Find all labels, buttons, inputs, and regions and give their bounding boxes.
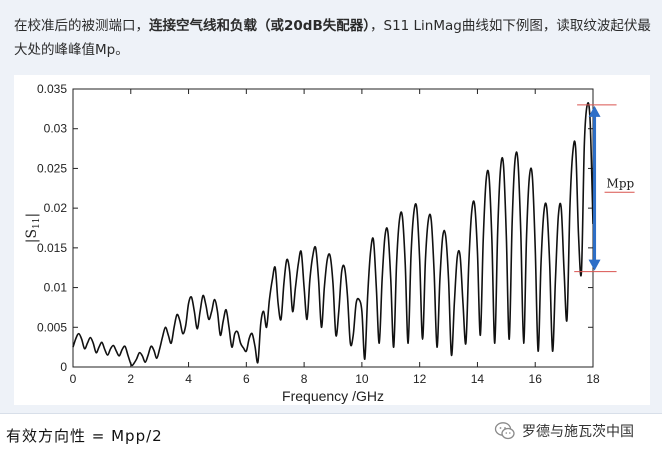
x-tick-label: 18 [586, 372, 600, 386]
x-tick-label: 8 [301, 372, 308, 386]
watermark: 罗德与施瓦茨中国 [494, 420, 634, 442]
watermark-text: 罗德与施瓦茨中国 [522, 424, 634, 440]
y-axis-ticks: 0 0.005 0.01 0.015 0.02 0.025 0.03 0.035 [37, 82, 593, 374]
panel-divider [0, 413, 662, 414]
y-tick-label: 0.015 [37, 241, 67, 255]
s11-curve [72, 102, 594, 367]
intro-text-2: ，S11 LinMag曲线如下例图，读取纹波起伏最大处的峰峰值Mp。 [14, 18, 651, 58]
y-tick-label: 0.01 [44, 281, 68, 295]
x-tick-label: 0 [70, 372, 77, 386]
mpp-label: Mpp [607, 176, 635, 190]
chart-container: 0 0.005 0.01 0.015 0.02 0.025 0.03 0.035 0 2 4 6 8 1… [14, 75, 650, 405]
x-tick-label: 2 [127, 372, 134, 386]
mpp-arrow-head-down [588, 259, 601, 271]
directivity-formula: 有效方向性 = Mpp/2 [6, 427, 163, 445]
x-axis-label: Frequency /GHz [282, 388, 384, 404]
x-tick-label: 10 [355, 372, 369, 386]
intro-text-bold: 连接空气线和负载（或20dB失配器） [149, 18, 370, 34]
s11-linmag-chart: 0 0.005 0.01 0.015 0.02 0.025 0.03 0.035 0 2 4 6 8 1… [24, 82, 635, 404]
x-tick-label: 12 [413, 372, 427, 386]
x-tick-label: 14 [471, 372, 485, 386]
y-tick-label: 0 [60, 360, 67, 374]
y-tick-label: 0.005 [37, 320, 67, 334]
wechat-icon [494, 422, 515, 440]
intro-text-1: 在校准后的被测端口， [14, 18, 149, 34]
mpp-arrow-head-up [588, 105, 601, 117]
x-tick-label: 4 [185, 372, 192, 386]
y-tick-label: 0.035 [37, 82, 67, 96]
mpp-annotation: Mpp [574, 104, 635, 273]
y-tick-label: 0.02 [44, 201, 68, 215]
y-tick-label: 0.03 [44, 122, 68, 136]
y-axis-label: |S11| [24, 213, 42, 243]
plot-area [72, 88, 594, 368]
x-axis-ticks: 0 2 4 6 8 10 12 14 16 18 [70, 89, 600, 386]
x-tick-label: 16 [529, 372, 543, 386]
x-tick-label: 6 [243, 372, 250, 386]
intro-paragraph: 在校准后的被测端口，连接空气线和负载（或20dB失配器），S11 LinMag曲… [14, 14, 654, 62]
y-tick-label: 0.025 [37, 161, 67, 175]
